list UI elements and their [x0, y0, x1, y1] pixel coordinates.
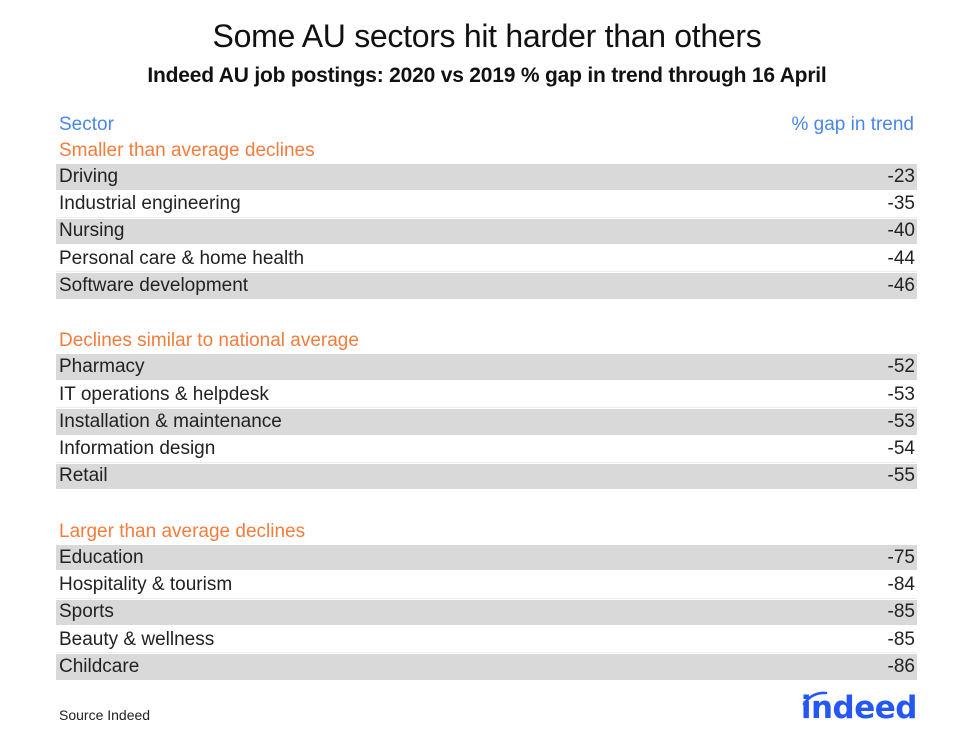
sector-name: Driving — [59, 165, 119, 187]
gap-value: -85 — [887, 601, 915, 623]
gap-value: -46 — [887, 274, 915, 296]
sector-name: Childcare — [59, 655, 140, 677]
sector-name: Industrial engineering — [59, 193, 241, 215]
gap-value: -53 — [887, 410, 915, 432]
sector-name: Hospitality & tourism — [59, 574, 233, 596]
table-row: Beauty & wellness -85 — [56, 627, 917, 653]
table-row: Education -75 — [56, 544, 917, 571]
gap-value: -85 — [887, 628, 915, 650]
gap-value: -75 — [887, 546, 915, 568]
gap-value: -53 — [887, 383, 915, 405]
section-spacer — [56, 300, 917, 328]
gap-value: -44 — [887, 247, 915, 269]
table-row: Installation & maintenance -53 — [56, 409, 917, 435]
section-title-smaller-declines: Smaller than average declines — [59, 140, 315, 161]
gap-value: -23 — [887, 165, 915, 187]
logo-wordmark: indeed — [800, 690, 918, 726]
table-header: Sector % gap in trend — [56, 112, 917, 138]
indeed-logo: indeed — [799, 690, 918, 726]
sector-name: Installation & maintenance — [59, 410, 282, 432]
gap-value: -40 — [887, 220, 915, 242]
sector-name: Information design — [59, 438, 216, 460]
table-row: Personal care & home health -44 — [56, 246, 917, 272]
sector-name: Software development — [59, 274, 249, 296]
sector-name: Pharmacy — [59, 356, 145, 378]
table-row: Hospitality & tourism -84 — [56, 572, 917, 598]
table-row: Software development -46 — [56, 273, 917, 299]
section-title-larger-declines: Larger than average declines — [59, 520, 306, 542]
value-column-header: % gap in trend — [791, 114, 914, 135]
sector-name: Retail — [59, 465, 108, 487]
gap-value: -35 — [887, 193, 915, 215]
table-row: Retail -55 — [56, 463, 917, 490]
gap-value: -55 — [887, 465, 915, 487]
section-spacer — [56, 491, 917, 519]
sector-name: Beauty & wellness — [59, 628, 215, 650]
sector-name: Personal care & home health — [59, 247, 305, 269]
source-note: Source Indeed — [59, 707, 151, 723]
gap-value: -52 — [887, 356, 915, 378]
table-row: Nursing -40 — [56, 218, 917, 245]
sector-name: Sports — [59, 601, 114, 623]
gap-value: -86 — [887, 655, 915, 677]
chart-title: Some AU sectors hit harder than others — [212, 18, 762, 54]
table-row: Driving -23 — [56, 164, 917, 190]
table-row: Pharmacy -52 — [56, 354, 917, 380]
table-row: Sports -85 — [56, 599, 917, 626]
gap-value: -54 — [887, 438, 915, 460]
logo-arc-icon — [802, 691, 828, 706]
table-row: IT operations & helpdesk -53 — [56, 382, 917, 408]
sector-name: Education — [59, 546, 144, 568]
table-row: Industrial engineering -35 — [56, 191, 917, 217]
table-row: Information design -54 — [56, 436, 917, 462]
table-row: Childcare -86 — [56, 654, 917, 680]
sector-name: IT operations & helpdesk — [59, 383, 269, 405]
sector-column-header: Sector — [59, 114, 114, 135]
sector-table: Sector % gap in trend Smaller than avera… — [56, 112, 917, 681]
gap-value: -84 — [887, 574, 915, 596]
section-title-similar-declines: Declines similar to national average — [59, 330, 359, 352]
chart-subtitle: Indeed AU job postings: 2020 vs 2019 % g… — [147, 64, 827, 87]
sector-name: Nursing — [59, 220, 125, 242]
